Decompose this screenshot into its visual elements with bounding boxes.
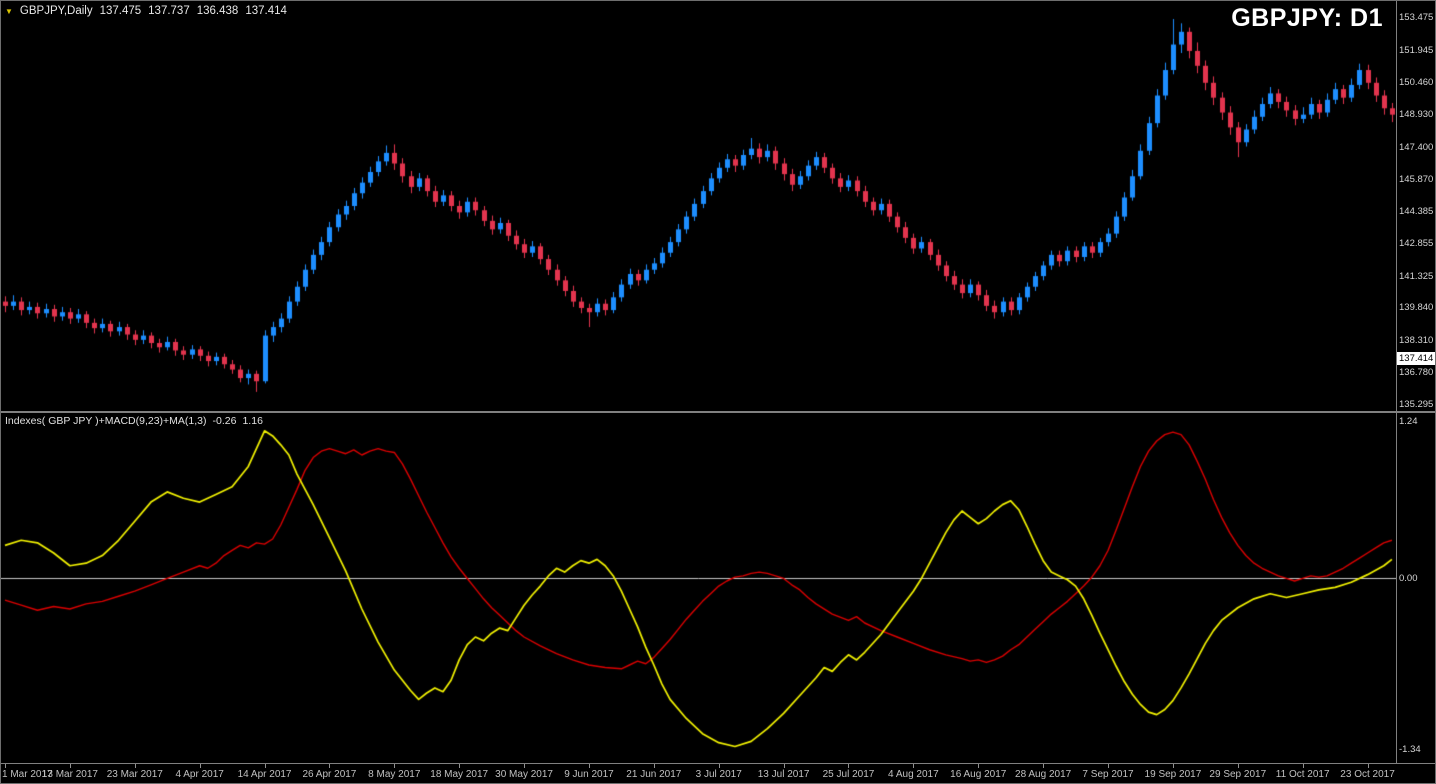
time-axis-tick — [1303, 764, 1304, 768]
indicator-axis-label: 1.24 — [1399, 415, 1418, 427]
price-axis-label: 150.460 — [1399, 76, 1434, 88]
time-axis[interactable]: 1 Mar 2017 13 Mar 2017 23 Mar 2017 4 Apr 20… — [1, 764, 1396, 783]
time-axis-label: 23 Oct 2017 — [1340, 769, 1395, 780]
time-axis-label: 4 Aug 2017 — [888, 769, 939, 780]
time-axis-tick — [329, 764, 330, 768]
ohlc-info: ▼ GBPJPY,Daily 137.475 137.737 136.438 1… — [5, 5, 287, 17]
close-value: 137.414 — [245, 5, 287, 17]
pane-separator[interactable] — [1, 411, 1435, 413]
time-axis-label: 3 Jul 2017 — [695, 769, 742, 780]
indicator-axis-label: -1.34 — [1399, 744, 1421, 755]
time-axis-tick — [1108, 764, 1109, 768]
time-axis-tick — [654, 764, 655, 768]
time-axis-tick — [913, 764, 914, 768]
time-axis-label: 8 May 2017 — [368, 769, 421, 780]
time-axis-label: 19 Sep 2017 — [1144, 769, 1202, 780]
time-axis-label: 23 Mar 2017 — [106, 769, 163, 780]
time-axis-tick — [265, 764, 266, 768]
time-axis-tick — [70, 764, 71, 768]
price-axis-label: 151.945 — [1399, 44, 1434, 56]
chart-watermark: GBPJPY: D1 — [1231, 4, 1383, 32]
time-axis-tick — [5, 764, 6, 768]
price-axis-label: 144.385 — [1399, 205, 1434, 217]
high-value: 137.737 — [148, 5, 190, 17]
time-axis-tick — [135, 764, 136, 768]
time-axis-tick — [524, 764, 525, 768]
time-axis-tick — [848, 764, 849, 768]
time-axis-tick — [459, 764, 460, 768]
time-axis-tick — [719, 764, 720, 768]
time-axis-label: 4 Apr 2017 — [175, 769, 224, 780]
price-axis-label: 139.840 — [1399, 302, 1434, 314]
indicator-value-1: -0.26 — [212, 415, 237, 427]
time-axis-label: 7 Sep 2017 — [1082, 769, 1134, 780]
price-axis-label: 153.475 — [1399, 12, 1434, 24]
time-axis-tick — [200, 764, 201, 768]
time-axis-tick — [978, 764, 979, 768]
indicator-info: Indexes( GBP JPY )+MACD(9,23)+MA(1,3) -0… — [5, 415, 263, 427]
time-axis-label: 13 Jul 2017 — [757, 769, 810, 780]
time-axis-label: 1 Mar 2017 — [2, 769, 53, 780]
symbol-period-label: GBPJPY,Daily — [19, 5, 93, 17]
price-axis-label: 136.780 — [1399, 367, 1434, 379]
price-axis-separator — [1396, 1, 1397, 763]
time-axis-separator — [1, 763, 1435, 764]
time-axis-label: 14 Apr 2017 — [237, 769, 292, 780]
indicator-name-label: Indexes( GBP JPY )+MACD(9,23)+MA(1,3) — [5, 415, 207, 427]
time-axis-label: 29 Sep 2017 — [1209, 769, 1267, 780]
symbol-marker-icon: ▼ — [5, 6, 13, 16]
price-axis-label: 142.855 — [1399, 238, 1434, 250]
time-axis-label: 25 Jul 2017 — [822, 769, 875, 780]
price-axis-label: 148.930 — [1399, 109, 1434, 120]
time-axis-tick — [784, 764, 785, 768]
time-axis-label: 21 Jun 2017 — [626, 769, 682, 780]
indicator-chart-canvas[interactable] — [1, 413, 1396, 763]
time-axis-label: 11 Oct 2017 — [1275, 769, 1330, 780]
price-axis-label: 138.310 — [1399, 334, 1434, 346]
indicator-value-2: 1.16 — [242, 415, 263, 427]
time-axis-tick — [1368, 764, 1369, 768]
open-value: 137.475 — [99, 5, 142, 17]
time-axis-tick — [1238, 764, 1239, 768]
price-axis-label: 141.325 — [1399, 270, 1434, 282]
indicator-axis-label: 0.00 — [1399, 573, 1418, 585]
time-axis-label: 26 Apr 2017 — [302, 769, 357, 780]
price-axis-label: 135.295 — [1399, 398, 1434, 410]
time-axis-label: 13 Mar 2017 — [41, 769, 98, 780]
time-axis-tick — [1173, 764, 1174, 768]
price-axis[interactable]: 153.475 151.945 150.460 148.930 147.400 145.8… — [1397, 1, 1435, 763]
current-price-badge: 137.414 — [1397, 351, 1435, 365]
time-axis-label: 28 Aug 2017 — [1015, 769, 1072, 780]
time-axis-tick — [1043, 764, 1044, 768]
time-axis-label: 9 Jun 2017 — [564, 769, 614, 780]
low-value: 136.438 — [196, 5, 239, 17]
price-axis-label: 147.400 — [1399, 141, 1434, 153]
time-axis-label: 18 May 2017 — [430, 769, 489, 780]
time-axis-tick — [394, 764, 395, 768]
time-axis-label: 16 Aug 2017 — [950, 769, 1007, 780]
time-axis-tick — [589, 764, 590, 768]
candlestick-chart-canvas[interactable] — [1, 1, 1396, 411]
price-axis-label: 145.870 — [1399, 174, 1434, 186]
time-axis-label: 30 May 2017 — [495, 769, 553, 780]
